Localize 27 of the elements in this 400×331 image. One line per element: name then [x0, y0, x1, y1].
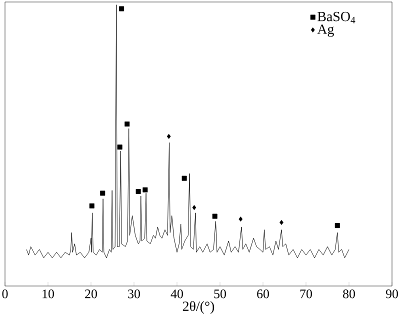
point	[89, 203, 94, 208]
legend-label: BaSO$_{4}$	[318, 12, 356, 24]
x-tick-label: 70	[300, 290, 312, 298]
x-axis-title: 2θ/(°)	[182, 301, 214, 314]
legend-label: Ag	[317, 24, 334, 37]
point	[166, 134, 171, 139]
point	[119, 6, 124, 12]
point	[238, 216, 243, 222]
point	[182, 176, 187, 181]
point	[124, 122, 130, 127]
point	[334, 223, 340, 228]
x-tick-label: 10	[42, 290, 54, 298]
x-tick-label: 0	[2, 290, 8, 298]
point	[142, 187, 148, 192]
x-tick-label: 50	[214, 290, 226, 298]
x-tick-label: 40	[170, 290, 183, 298]
x-tick-label: 20	[85, 290, 97, 298]
point	[280, 220, 284, 225]
x-tick-label: 30	[128, 290, 140, 298]
point	[136, 189, 141, 194]
point	[212, 214, 218, 219]
x-tick-label: 80	[343, 290, 355, 298]
x-tick-label: 90	[386, 290, 398, 298]
point	[100, 190, 106, 196]
point	[192, 205, 196, 210]
point	[117, 144, 122, 150]
x-tick-label: 60	[257, 290, 269, 298]
